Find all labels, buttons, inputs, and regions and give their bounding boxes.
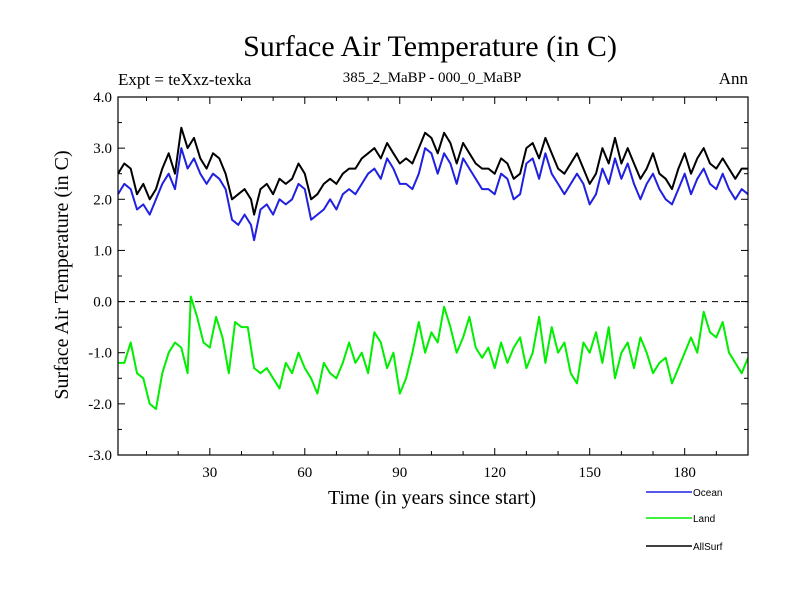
y-tick-label: 3.0 xyxy=(93,141,112,157)
y-tick-label: -3.0 xyxy=(88,448,112,464)
y-tick-label: 4.0 xyxy=(93,90,112,106)
y-tick-label: -2.0 xyxy=(88,397,112,413)
season-label: Ann xyxy=(719,69,749,88)
axes-layer xyxy=(117,96,749,456)
plot-frame xyxy=(117,96,749,456)
y-axis-label: Surface Air Temperature (in C) xyxy=(51,150,73,399)
period-label: 385_2_MaBP - 000_0_MaBP xyxy=(343,70,522,86)
x-tick-label: 150 xyxy=(578,465,601,481)
x-axis-label: Time (in years since start) xyxy=(328,487,536,509)
x-tick-label: 120 xyxy=(483,465,506,481)
tick-labels: 30 60 90 120 150 180 -3.0 -2.0 -1.0 0.0 1.0 2.0 3.0 4… xyxy=(88,90,696,481)
series-line-land xyxy=(118,295,748,410)
series-line-ocean xyxy=(118,147,748,242)
y-tick-label: 1.0 xyxy=(93,243,112,259)
x-tick-label: 180 xyxy=(673,465,696,481)
y-tick-label: 2.0 xyxy=(93,192,112,208)
y-tick-label: -1.0 xyxy=(88,346,112,362)
x-tick-label: 90 xyxy=(392,465,407,481)
experiment-label: Expt = teXxz-texka xyxy=(118,70,252,89)
legend-label-allsurf: AllSurf xyxy=(693,542,723,553)
series-line-allsurf xyxy=(118,126,748,216)
legend-label-land: Land xyxy=(693,514,715,525)
x-tick-label: 60 xyxy=(297,465,312,481)
y-tick-label: 0.0 xyxy=(93,295,112,311)
legend-label-ocean: Ocean xyxy=(693,488,722,499)
chart-title: Surface Air Temperature (in C) xyxy=(243,30,617,63)
legend: Ocean Land AllSurf xyxy=(646,488,723,553)
x-tick-label: 30 xyxy=(202,465,217,481)
series-layer xyxy=(118,126,748,410)
